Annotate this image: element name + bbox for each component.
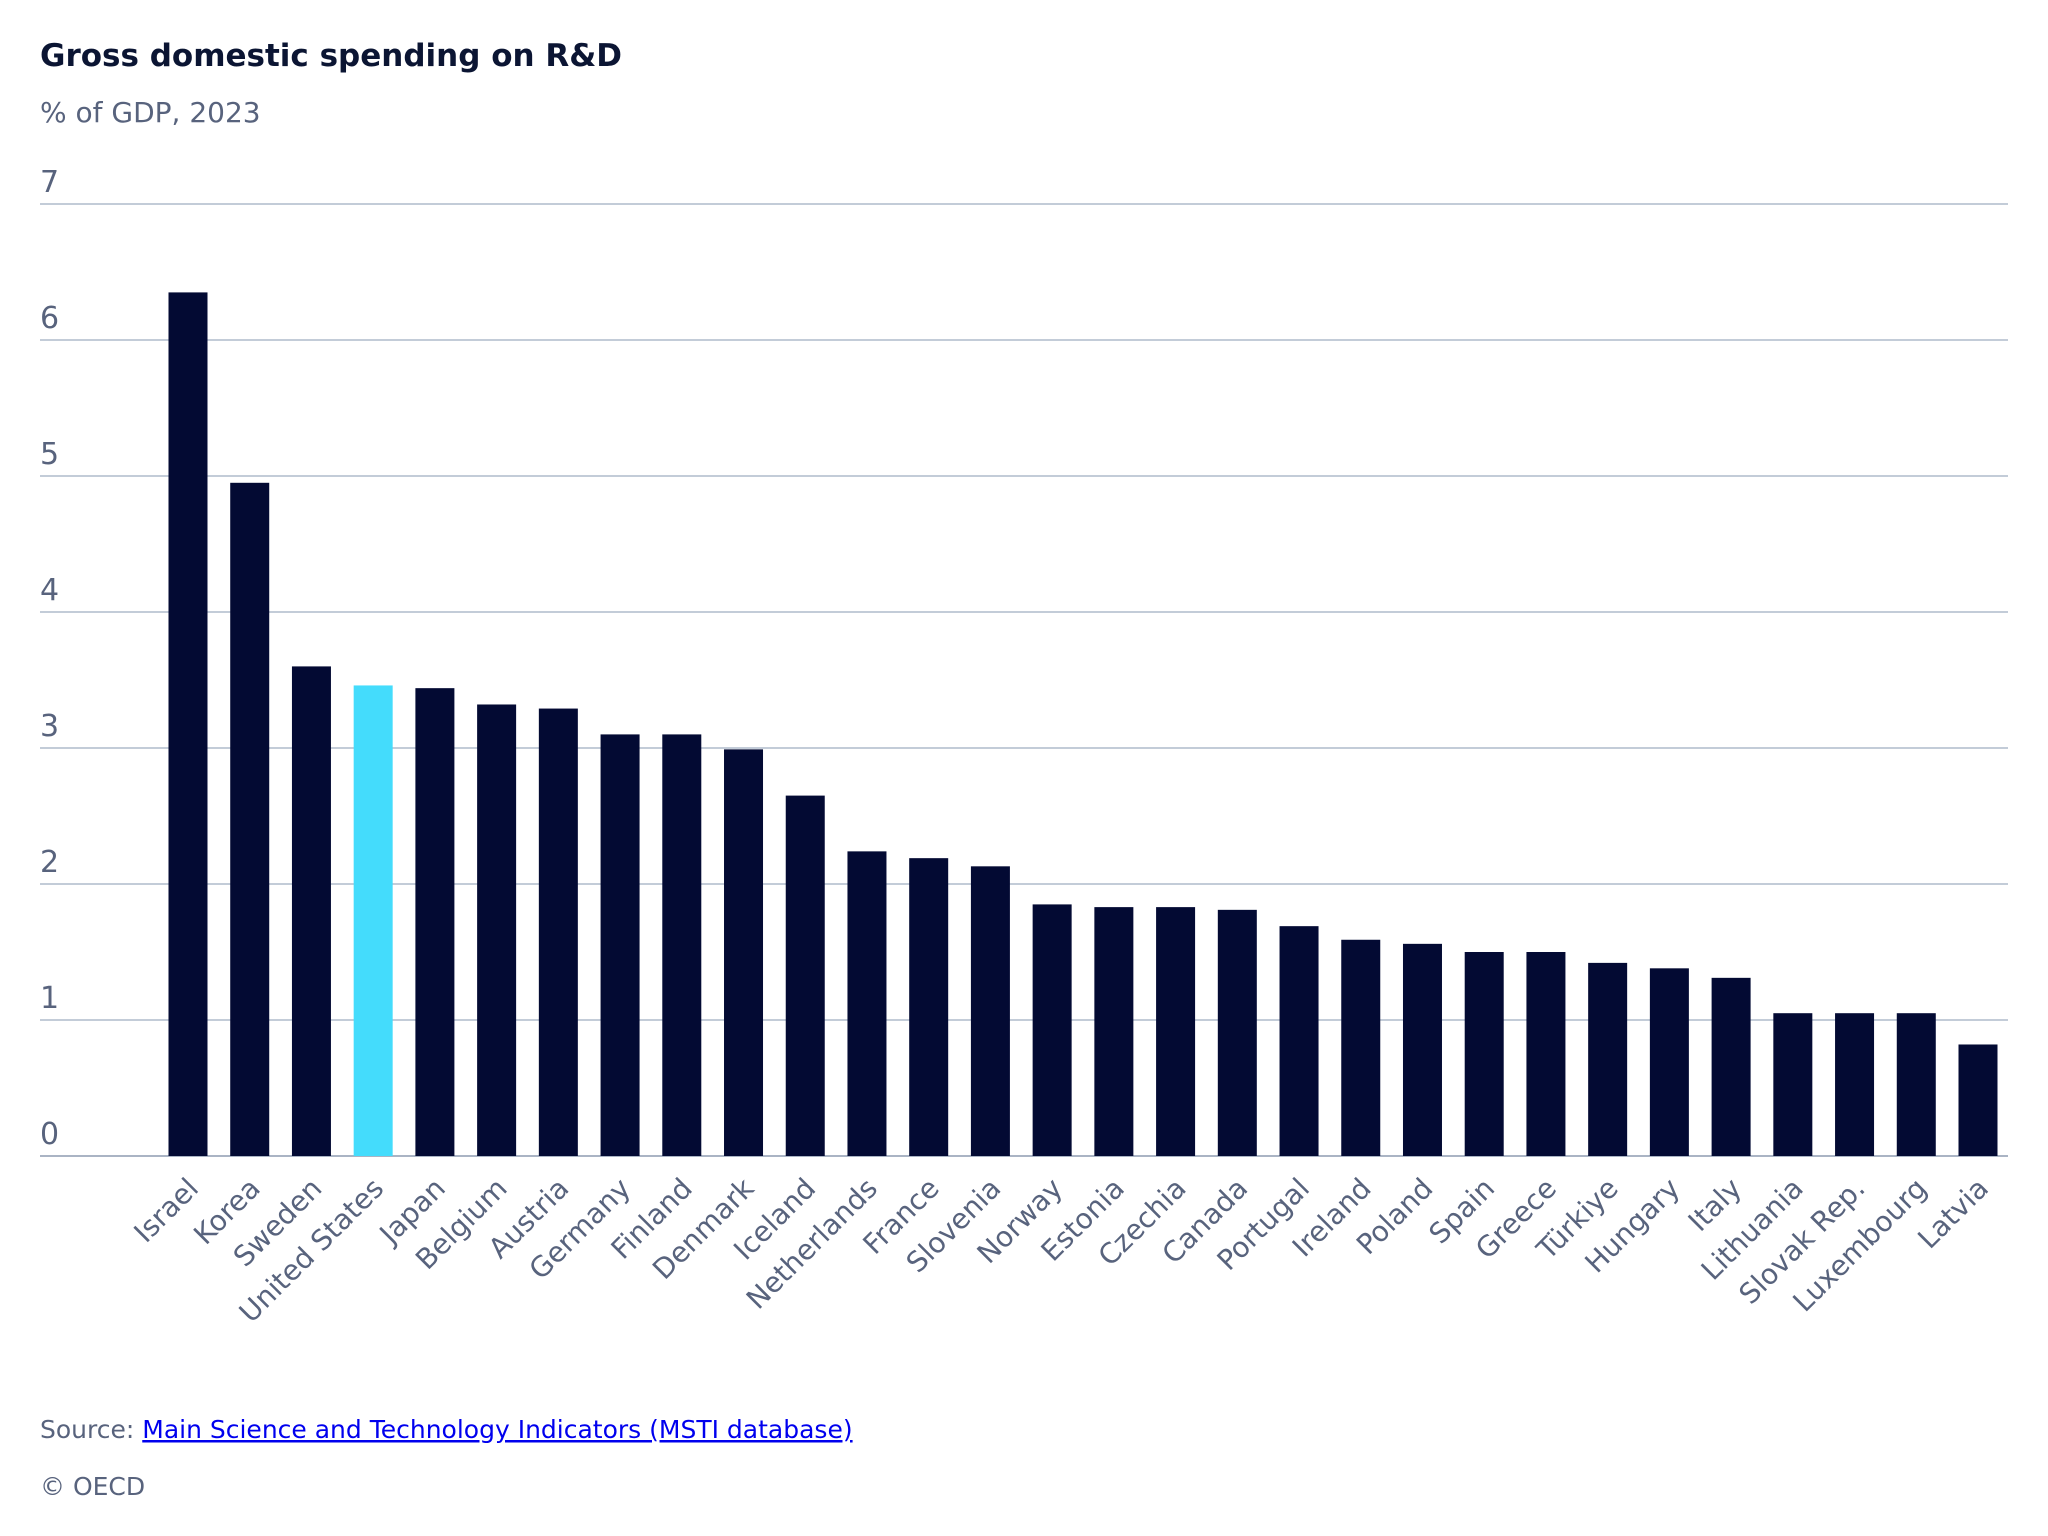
bar	[785, 795, 825, 1156]
bar	[1032, 904, 1072, 1156]
bar	[1464, 952, 1504, 1156]
bar	[1526, 952, 1566, 1156]
bar	[1835, 1013, 1875, 1156]
y-tick-label: 1	[40, 981, 59, 1016]
bar	[1773, 1013, 1813, 1156]
x-tick-label: Israel	[127, 1172, 204, 1249]
copyright: © OECD	[40, 1472, 145, 1501]
y-tick-label: 3	[40, 709, 59, 744]
source-label: Source:	[40, 1415, 134, 1444]
y-tick-label: 2	[40, 845, 59, 880]
bar	[1279, 926, 1319, 1156]
bar	[1094, 907, 1134, 1156]
bar	[970, 866, 1010, 1156]
bar	[477, 704, 517, 1156]
bar	[1896, 1013, 1936, 1156]
y-tick-label: 5	[40, 437, 59, 472]
bar	[230, 482, 270, 1156]
bar	[1649, 968, 1689, 1156]
bar	[1341, 939, 1381, 1156]
y-tick-label: 7	[40, 165, 59, 200]
bar	[909, 858, 949, 1156]
y-tick-label: 6	[40, 301, 59, 336]
bar	[1711, 977, 1751, 1156]
bar	[353, 685, 393, 1156]
bar	[1217, 909, 1257, 1156]
bar	[724, 749, 764, 1156]
source-label: Source: Main Science and Technology Indi…	[40, 1415, 853, 1444]
source-link[interactable]: Main Science and Technology Indicators (…	[142, 1415, 852, 1444]
y-tick-label: 0	[40, 1117, 59, 1152]
bar	[1402, 943, 1442, 1156]
bar	[415, 688, 455, 1156]
bar	[600, 734, 640, 1156]
chart-subtitle: % of GDP, 2023	[40, 96, 261, 129]
bar	[291, 666, 331, 1156]
bar	[1156, 907, 1196, 1156]
y-tick-label: 4	[40, 573, 59, 608]
x-tick-label: Latvia	[1911, 1172, 1995, 1256]
bar	[847, 851, 887, 1156]
chart-title: Gross domestic spending on R&D	[40, 38, 622, 74]
bar	[1958, 1044, 1998, 1156]
bar	[1588, 962, 1628, 1156]
bar	[538, 708, 578, 1156]
bar	[168, 292, 208, 1156]
bar	[662, 734, 702, 1156]
